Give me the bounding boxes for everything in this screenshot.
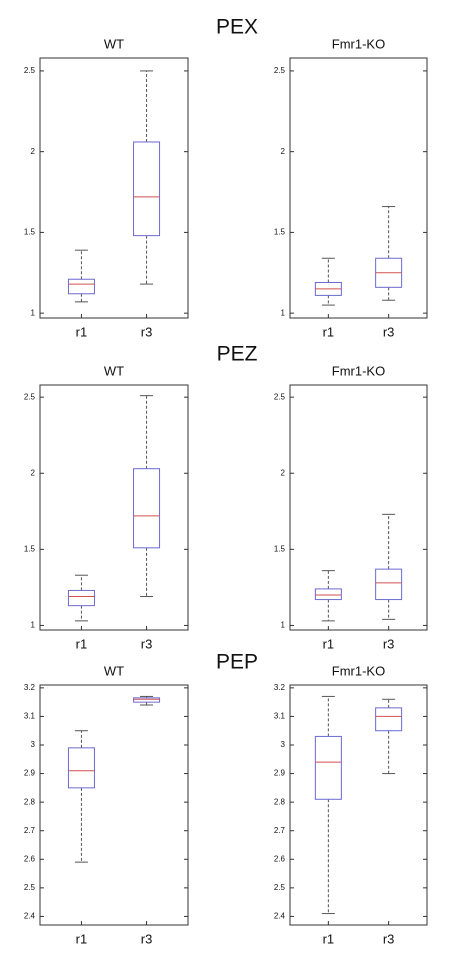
y-tick-label: 2 [31, 468, 36, 477]
box [133, 141, 161, 237]
y-tick-label: 2.7 [274, 826, 286, 835]
panel-title: WT [104, 36, 124, 51]
x-tick-label: r3 [141, 931, 153, 946]
y-tick-label: 2.7 [24, 826, 36, 835]
x-tick-label: r3 [141, 636, 153, 651]
y-tick-label: 2.9 [24, 769, 36, 778]
y-tick-label: 2.5 [24, 883, 36, 892]
y-tick-label: 1.5 [24, 544, 36, 553]
box [375, 707, 403, 732]
x-tick-label: r1 [76, 324, 88, 339]
y-tick-label: 2.9 [274, 769, 286, 778]
x-tick-label: r3 [383, 324, 395, 339]
y-tick-label: 1 [31, 621, 36, 630]
y-tick-label: 3.2 [274, 683, 286, 692]
y-tick-label: 2 [281, 468, 286, 477]
y-tick-label: 2 [31, 147, 36, 156]
x-tick-label: r3 [383, 636, 395, 651]
y-tick-label: 2.8 [274, 797, 286, 806]
panel-title: WT [104, 663, 124, 678]
x-tick-label: r1 [76, 636, 88, 651]
y-tick-label: 1.5 [274, 544, 286, 553]
panel-title: Fmr1-KO [332, 36, 385, 51]
y-tick-label: 2.8 [24, 797, 36, 806]
box [314, 588, 342, 601]
x-tick-label: r1 [323, 324, 335, 339]
x-tick-label: r3 [141, 324, 153, 339]
y-tick-label: 1.5 [274, 228, 286, 237]
y-tick-label: 2.6 [24, 854, 36, 863]
y-tick-label: 2 [281, 147, 286, 156]
y-tick-label: 2.4 [274, 912, 286, 921]
y-tick-label: 2.5 [274, 392, 286, 401]
y-tick-label: 1 [281, 621, 286, 630]
y-tick-label: 2.5 [24, 392, 36, 401]
y-tick-label: 3.2 [24, 683, 36, 692]
section-title: PEX [216, 16, 258, 39]
section-title: PEZ [217, 343, 258, 366]
section-title: PEP [216, 651, 258, 674]
box [314, 735, 342, 800]
x-tick-label: r3 [383, 931, 395, 946]
x-tick-label: r1 [323, 931, 335, 946]
y-tick-label: 1.5 [24, 228, 36, 237]
y-tick-label: 1 [31, 308, 36, 317]
box [133, 468, 161, 549]
panel-title: Fmr1-KO [332, 363, 385, 378]
plot-frame [289, 384, 428, 631]
plot-frame [289, 57, 428, 319]
y-tick-label: 3 [281, 740, 286, 749]
y-tick-label: 3 [31, 740, 36, 749]
panel-title: WT [104, 363, 124, 378]
y-tick-label: 3.1 [24, 712, 36, 721]
x-tick-label: r1 [323, 636, 335, 651]
box [133, 697, 161, 703]
y-tick-label: 2.5 [274, 883, 286, 892]
y-tick-label: 3.1 [274, 712, 286, 721]
plot-frame [289, 684, 428, 926]
box [67, 747, 95, 789]
box [67, 278, 95, 295]
panel-title: Fmr1-KO [332, 663, 385, 678]
box [375, 568, 403, 601]
y-tick-label: 1 [281, 308, 286, 317]
plot-frame [39, 57, 189, 319]
x-tick-label: r1 [76, 931, 88, 946]
y-tick-label: 2.5 [24, 66, 36, 75]
y-tick-label: 2.6 [274, 854, 286, 863]
plot-frame [39, 684, 189, 926]
plot-frame [39, 384, 189, 631]
y-tick-label: 2.4 [24, 912, 36, 921]
box [67, 589, 95, 607]
y-tick-label: 2.5 [274, 66, 286, 75]
